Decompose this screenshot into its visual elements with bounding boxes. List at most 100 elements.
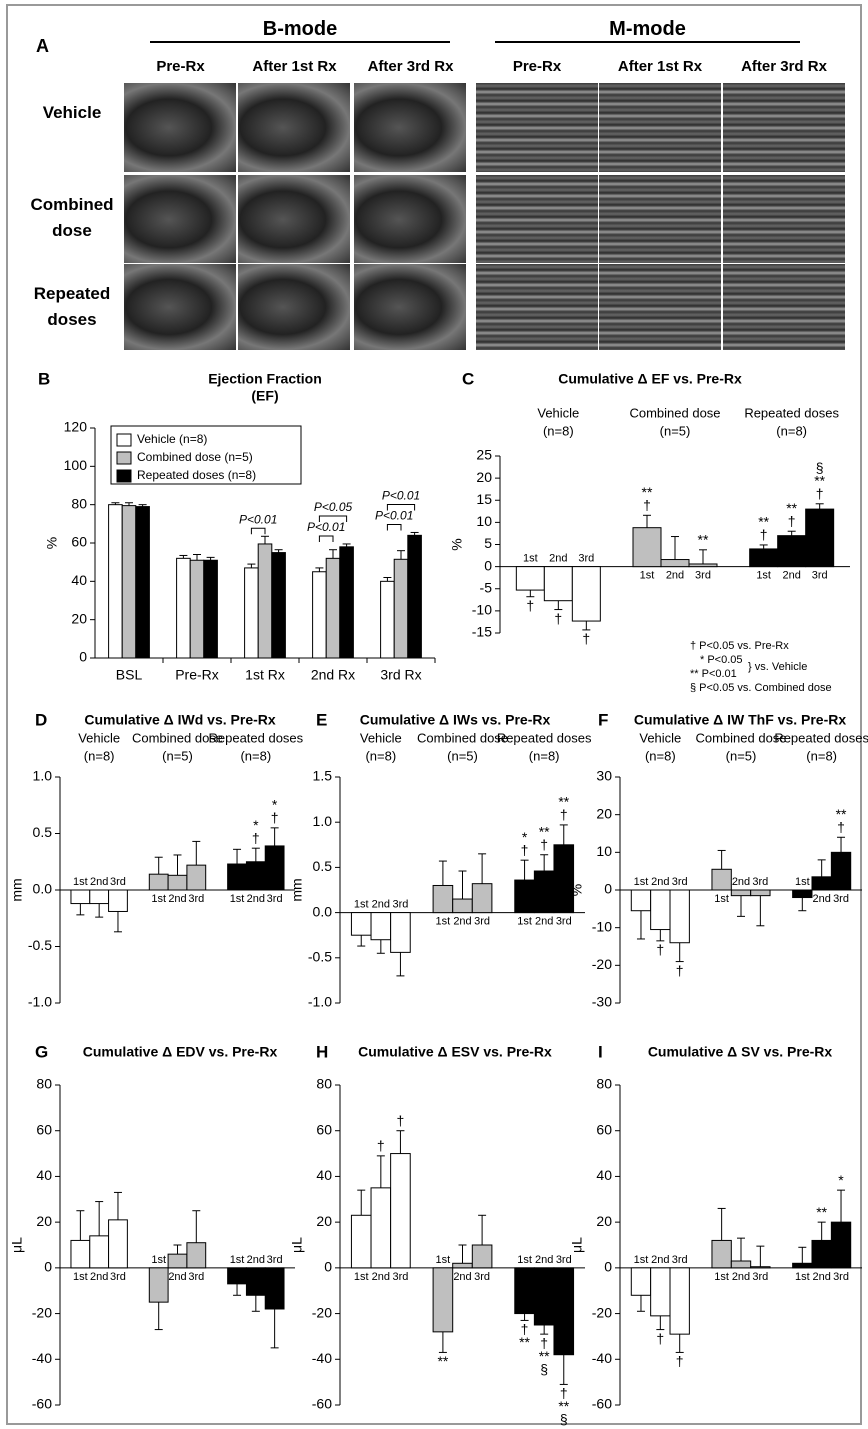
bar-label: 1st (634, 876, 649, 888)
bar (408, 535, 422, 658)
bar (90, 1236, 109, 1268)
bar-label: 3rd (672, 876, 688, 888)
group-label: Vehicle (639, 730, 681, 745)
significance-mark: § (560, 1411, 568, 1427)
chart-title: Cumulative Δ IWs vs. Pre-Rx (360, 712, 551, 728)
bar (340, 547, 354, 658)
y-tick-label: 20 (476, 469, 492, 485)
significance-label: P<0.05 (314, 500, 353, 514)
bar-label: 1st (714, 893, 729, 905)
bar-label: 2nd (732, 876, 750, 888)
bar (168, 875, 187, 890)
bar (631, 1268, 650, 1295)
group-note: (n=8) (529, 748, 560, 763)
bar (554, 845, 574, 913)
bar-label: 3rd (110, 1271, 126, 1283)
y-tick-label: -1.0 (28, 994, 52, 1010)
significance-bracket (319, 536, 333, 542)
y-tick-label: -20 (592, 1304, 612, 1320)
y-tick-label: 80 (596, 1076, 612, 1092)
group-label: Repeated doses (208, 730, 303, 745)
significance-mark: † (643, 497, 651, 513)
bar-label: 3rd (578, 553, 594, 565)
y-tick-label: 10 (596, 843, 612, 859)
footnote: ** P<0.01 (690, 668, 737, 680)
legend-swatch (117, 470, 131, 482)
significance-label: P<0.01 (307, 520, 345, 534)
bar (731, 1261, 750, 1268)
bar (750, 549, 778, 567)
bar-label: 1st (73, 876, 88, 888)
bar (515, 1268, 535, 1314)
significance-mark: † (656, 942, 664, 958)
bar-label: 1st (634, 1254, 649, 1266)
group-label: Combined dose (695, 730, 786, 745)
bar-label: 1st (436, 916, 451, 928)
y-tick-label: 100 (64, 457, 88, 473)
y-tick-label: -0.5 (28, 937, 52, 953)
group-note: (n=5) (660, 423, 691, 438)
bar (109, 1220, 128, 1268)
significance-mark: § (540, 1361, 548, 1377)
bar (245, 568, 259, 658)
footnote: * P<0.05 (700, 654, 743, 666)
significance-mark: * (838, 1172, 844, 1188)
y-tick-label: 20 (71, 610, 87, 626)
bar-label: 2nd (90, 876, 108, 888)
group-note: (n=8) (776, 423, 807, 438)
bar-label: 1st (151, 893, 166, 905)
y-tick-label: -10 (592, 918, 612, 934)
chart-title: Cumulative Δ IW ThF vs. Pre-Rx (634, 712, 847, 728)
bar-label: 3rd (392, 899, 408, 911)
bar (793, 890, 812, 898)
y-tick-label: 80 (316, 1076, 332, 1092)
bar-label: 3rd (267, 1254, 283, 1266)
bar-label: 2nd (90, 1271, 108, 1283)
legend-label: Combined dose (n=5) (137, 450, 253, 464)
bar (812, 1240, 831, 1267)
y-tick-label: 0 (79, 649, 87, 665)
panel-letter: G (35, 1042, 48, 1061)
significance-mark: † (377, 1138, 385, 1154)
bar-label: 2nd (549, 553, 567, 565)
y-axis-label: mm (9, 878, 25, 901)
x-tick-label: 2nd Rx (311, 667, 355, 683)
y-axis-label: μL (289, 1237, 305, 1253)
bar (472, 884, 492, 913)
bar (751, 890, 770, 896)
bar (572, 567, 600, 621)
bar (136, 507, 150, 658)
panel-letter: C (462, 369, 474, 388)
y-tick-label: -15 (472, 624, 492, 640)
bar (246, 1268, 265, 1295)
y-tick-label: 10 (476, 513, 492, 529)
y-tick-label: -10 (472, 602, 492, 618)
bar (381, 581, 395, 658)
group-label: Vehicle (360, 730, 402, 745)
y-tick-label: -60 (312, 1396, 332, 1412)
significance-label: P<0.01 (382, 489, 420, 503)
significance-mark: † (676, 1353, 684, 1369)
bar (472, 1245, 492, 1268)
bar (190, 560, 204, 658)
bar-label: 3rd (672, 1254, 688, 1266)
significance-mark: † (582, 631, 590, 647)
bar-label: 3rd (833, 1271, 849, 1283)
y-tick-label: 20 (596, 805, 612, 821)
significance-label: P<0.01 (375, 509, 413, 523)
chart-title: Cumulative Δ IWd vs. Pre-Rx (84, 712, 276, 728)
group-note: (n=8) (240, 748, 271, 763)
bar-label: 2nd (535, 1254, 553, 1266)
group-label: Combined dose (417, 730, 508, 745)
bar-label: 3rd (695, 570, 711, 582)
legend-swatch (117, 434, 131, 446)
group-label: Repeated doses (774, 730, 868, 745)
chart-title: Cumulative Δ ESV vs. Pre-Rx (358, 1044, 552, 1060)
bar-label: 3rd (188, 893, 204, 905)
bar (751, 1267, 770, 1268)
bar-label: 1st (151, 1254, 166, 1266)
significance-bracket (251, 528, 265, 534)
footnote: § P<0.05 vs. Combined dose (690, 682, 832, 694)
significance-mark: ** (816, 1204, 827, 1220)
bar-label: 3rd (110, 876, 126, 888)
